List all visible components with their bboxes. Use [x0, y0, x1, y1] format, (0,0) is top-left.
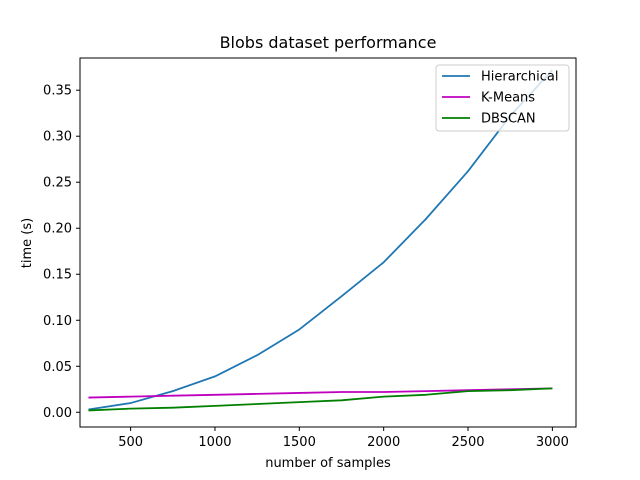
legend: Hierarchical K-Means DBSCAN	[435, 64, 570, 132]
x-tick-label: 500	[118, 435, 143, 450]
x-tick-label: 2500	[451, 435, 484, 450]
x-tick-label: 2000	[367, 435, 400, 450]
y-tick-label: 0.15	[43, 268, 72, 283]
y-tick-label: 0.20	[43, 222, 72, 237]
series-line-hierarchical	[88, 69, 554, 411]
x-tick-label: 1500	[283, 435, 316, 450]
legend-label-hierarchical: Hierarchical	[481, 70, 558, 85]
y-tick-label: 0.30	[43, 130, 72, 145]
legend-label-dbscan: DBSCAN	[481, 112, 536, 127]
x-tick-label: 3000	[536, 435, 569, 450]
y-axis-label: time (s)	[20, 218, 35, 268]
y-tick-label: 0.25	[43, 176, 72, 191]
y-tick-label: 0.05	[43, 360, 72, 375]
series-line-k-means	[88, 387, 553, 399]
axis-ticks: 500 1000 1500 2000 2500 3000 0.00 0.05 0.10 0.15 0…	[43, 84, 569, 450]
y-tick-label: 0.00	[43, 406, 72, 421]
legend-entries: Hierarchical K-Means DBSCAN	[442, 70, 558, 127]
plot-lines	[88, 69, 554, 412]
legend-box	[435, 64, 570, 132]
legend-label-k-means: K-Means	[481, 91, 535, 106]
series-line-dbscan	[88, 387, 553, 412]
plot-frame	[79, 57, 577, 428]
y-tick-label: 0.10	[43, 314, 72, 329]
y-tick-label: 0.35	[43, 84, 72, 99]
chart-title: Blobs dataset performance	[220, 33, 437, 52]
x-axis-label: number of samples	[265, 456, 391, 471]
x-tick-label: 1000	[198, 435, 231, 450]
